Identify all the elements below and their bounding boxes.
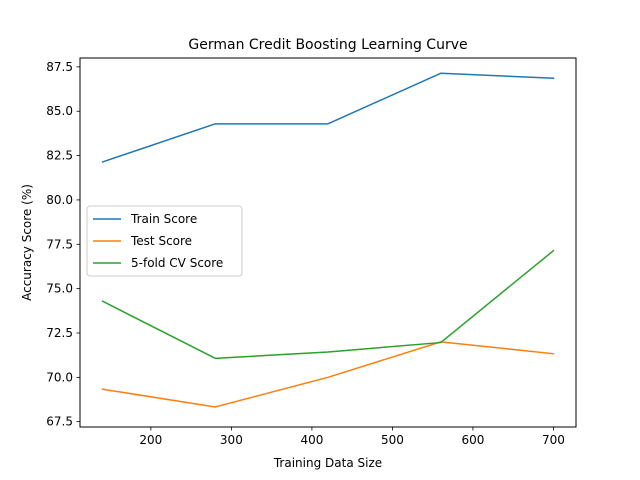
x-tick-label: 700: [542, 433, 565, 447]
x-axis-ticks: 200 300 400 500 600 700: [139, 427, 565, 447]
x-tick-label: 200: [139, 433, 162, 447]
x-tick-label: 400: [300, 433, 323, 447]
y-tick-label: 85.0: [46, 104, 73, 118]
legend: Train Score Test Score 5-fold CV Score: [86, 205, 243, 277]
chart-title: German Credit Boosting Learning Curve: [188, 37, 467, 53]
y-tick-label: 75.0: [46, 282, 73, 296]
legend-label-3: 5-fold CV Score: [131, 256, 223, 270]
y-tick-label: 82.5: [46, 149, 73, 163]
y-tick-label: 77.5: [46, 237, 73, 251]
y-tick-label: 67.5: [46, 415, 73, 429]
y-tick-label: 87.5: [46, 60, 73, 74]
plot-lines: [101, 72, 555, 408]
y-tick-label: 70.0: [46, 370, 73, 384]
x-tick-label: 300: [220, 433, 243, 447]
legend-box: [86, 205, 243, 277]
x-tick-label: 600: [461, 433, 484, 447]
legend-label-2: Test Score: [130, 234, 192, 248]
y-axis-label: Accuracy Score (%): [20, 184, 34, 301]
x-tick-label: 500: [381, 433, 404, 447]
y-tick-label: 80.0: [46, 193, 73, 207]
plot-frame: [79, 57, 577, 428]
y-axis-ticks: 67.5 70.0 72.5 75.0 77.5 80.0 82.5 85.0 87.5: [46, 60, 80, 429]
y-tick-label: 72.5: [46, 326, 73, 340]
x-axis-label: Training Data Size: [273, 456, 382, 470]
series-line-1: [101, 72, 555, 163]
series-line-2: [101, 341, 555, 408]
legend-label-1: Train Score: [130, 212, 197, 226]
series-line-3: [101, 249, 555, 360]
